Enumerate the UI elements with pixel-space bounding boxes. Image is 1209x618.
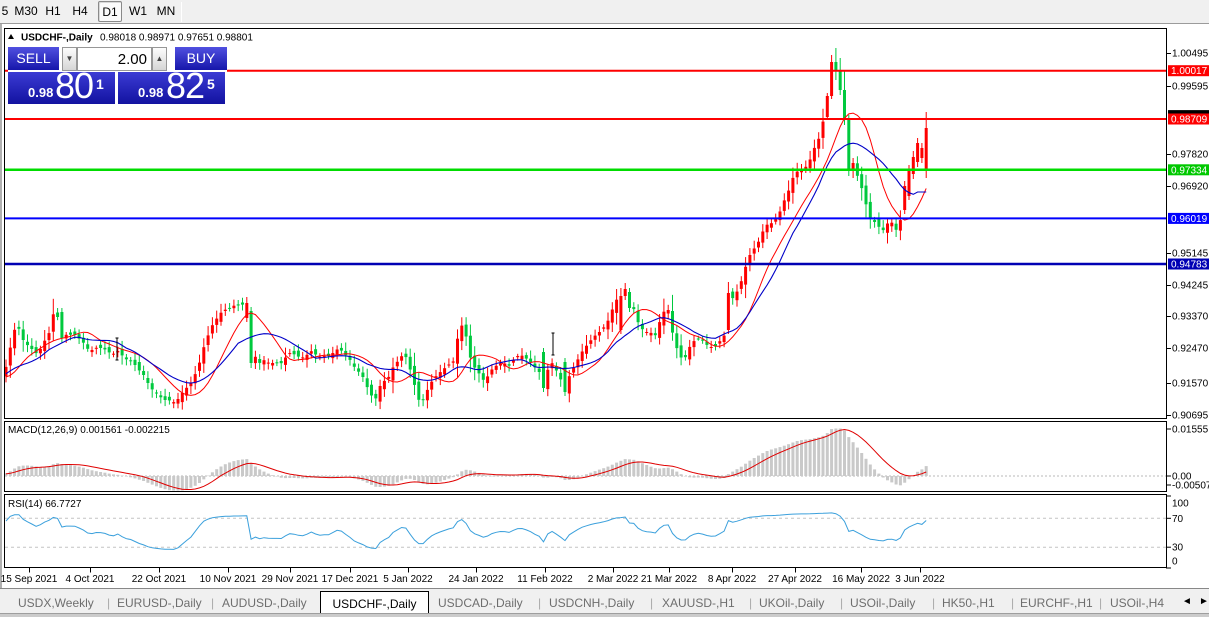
svg-text:5 Jan 2022: 5 Jan 2022 <box>383 574 433 585</box>
svg-text:30: 30 <box>1172 543 1184 554</box>
svg-text:0.91570: 0.91570 <box>1172 379 1209 390</box>
svg-text:USDCHF-,Daily: USDCHF-,Daily <box>21 33 93 44</box>
svg-text:0.93370: 0.93370 <box>1172 312 1209 323</box>
svg-text:0.94783: 0.94783 <box>1171 260 1208 271</box>
svg-text:1.00495: 1.00495 <box>1172 49 1209 60</box>
svg-text:17 Dec 2021: 17 Dec 2021 <box>322 574 379 585</box>
svg-text:0.92470: 0.92470 <box>1172 344 1209 355</box>
svg-text:0.96920: 0.96920 <box>1172 182 1209 193</box>
svg-text:RSI(14) 66.7727: RSI(14) 66.7727 <box>8 499 82 510</box>
svg-text:0.90695: 0.90695 <box>1172 411 1209 422</box>
svg-text:15 Sep 2021: 15 Sep 2021 <box>1 574 58 585</box>
svg-text:0.95145: 0.95145 <box>1172 249 1209 260</box>
svg-text:0: 0 <box>1172 557 1178 568</box>
svg-text:100: 100 <box>1172 499 1189 510</box>
svg-text:8 Apr 2022: 8 Apr 2022 <box>708 574 757 585</box>
svg-text:22 Oct 2021: 22 Oct 2021 <box>132 574 187 585</box>
svg-text:24 Jan 2022: 24 Jan 2022 <box>448 574 503 585</box>
svg-text:29 Nov 2021: 29 Nov 2021 <box>262 574 319 585</box>
svg-text:10 Nov 2021: 10 Nov 2021 <box>200 574 257 585</box>
svg-text:11 Feb 2022: 11 Feb 2022 <box>517 574 573 585</box>
svg-text:0.01555: 0.01555 <box>1172 425 1209 436</box>
svg-text:MACD(12,26,9) 0.001561 -0.0022: MACD(12,26,9) 0.001561 -0.002215 <box>8 425 170 436</box>
svg-text:2 Mar 2022: 2 Mar 2022 <box>588 574 639 585</box>
svg-text:16 May 2022: 16 May 2022 <box>832 574 890 585</box>
svg-text:0.96019: 0.96019 <box>1171 214 1208 225</box>
svg-text:0.00: 0.00 <box>1172 472 1192 483</box>
svg-text:0.99595: 0.99595 <box>1172 82 1209 93</box>
svg-text:27 Apr 2022: 27 Apr 2022 <box>768 574 822 585</box>
svg-text:21 Mar 2022: 21 Mar 2022 <box>641 574 698 585</box>
svg-text:0.98709: 0.98709 <box>1171 115 1208 126</box>
svg-text:0.97820: 0.97820 <box>1172 150 1209 161</box>
svg-text:4 Oct 2021: 4 Oct 2021 <box>66 574 115 585</box>
svg-text:0.94245: 0.94245 <box>1172 281 1209 292</box>
svg-text:70: 70 <box>1172 514 1184 525</box>
svg-text:0.98018 0.98971 0.97651 0.9880: 0.98018 0.98971 0.97651 0.98801 <box>100 33 253 44</box>
svg-text:0.97334: 0.97334 <box>1171 165 1208 176</box>
svg-text:-0.005075: -0.005075 <box>1172 481 1209 492</box>
svg-text:1.00017: 1.00017 <box>1171 66 1208 77</box>
svg-text:3 Jun 2022: 3 Jun 2022 <box>895 574 945 585</box>
